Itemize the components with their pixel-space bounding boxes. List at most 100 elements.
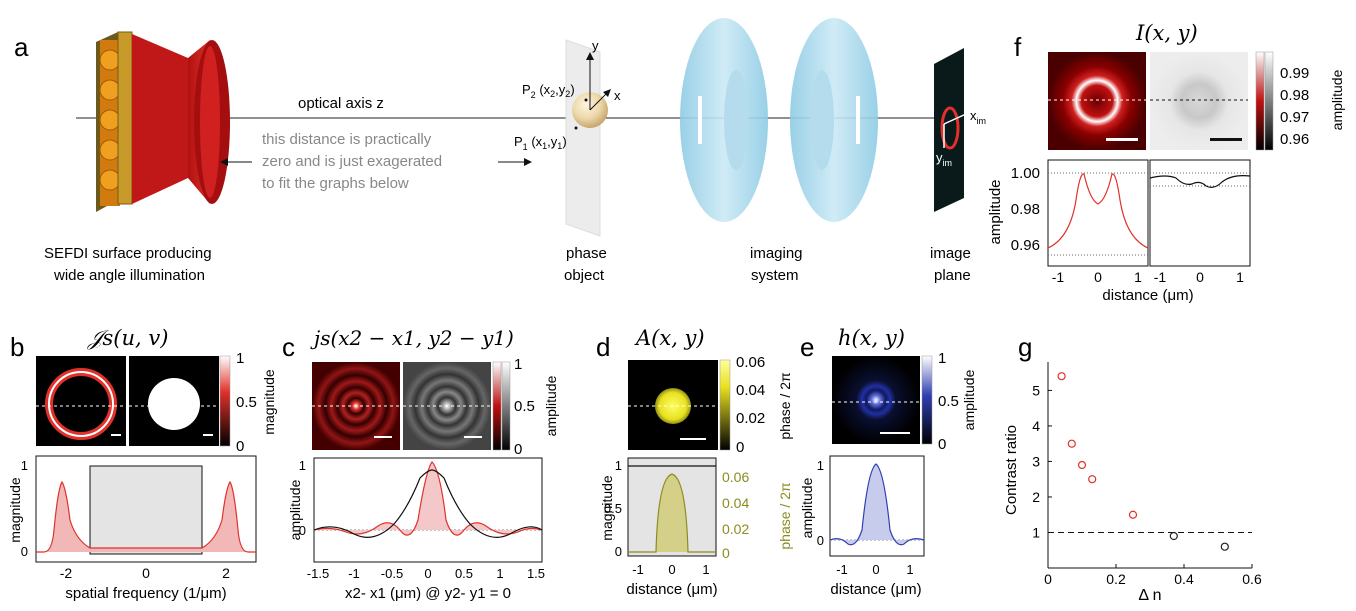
panel-e: e h(x, y) 1 0.5 0 amplitude amplitude 1 … bbox=[799, 326, 977, 598]
panel-f: f I(x, y) 0.99 0.98 0.97 0.96 amplitude … bbox=[987, 21, 1345, 304]
phase-object bbox=[565, 39, 611, 237]
contrast-ratio-scatter: 0 0.2 0.4 0.6 1 2 3 4 5 bbox=[1032, 362, 1262, 587]
d-rtick: 0.02 bbox=[722, 521, 749, 537]
d-cb-tick: 0.04 bbox=[736, 382, 765, 399]
b-colorbar bbox=[219, 355, 231, 447]
d-ytick: 0 bbox=[615, 544, 622, 559]
d-cb-tick: 0 bbox=[736, 439, 744, 456]
imaging-system-label-1: imaging bbox=[750, 245, 803, 262]
b-xtick: 2 bbox=[222, 565, 230, 581]
b-cb-label: magnitude bbox=[261, 369, 277, 435]
axis-x-label: x bbox=[614, 88, 621, 103]
image-plane bbox=[934, 48, 967, 212]
f-xtick: 1 bbox=[1134, 269, 1142, 285]
d-rtick: 0 bbox=[722, 545, 730, 561]
note-line-1: this distance is practically bbox=[262, 131, 432, 148]
c-xtick: -0.5 bbox=[381, 566, 403, 581]
f-cb-tick: 0.96 bbox=[1280, 131, 1309, 148]
c-black-curve bbox=[313, 469, 543, 538]
g-ytick-label: 5 bbox=[1032, 382, 1040, 398]
imaging-system-label-2: system bbox=[751, 267, 799, 284]
b-cb-tick: 0 bbox=[236, 438, 244, 455]
g-xlabel: Δ n bbox=[1138, 587, 1161, 604]
f-cb-tick: 0.98 bbox=[1280, 87, 1309, 104]
f-ytick: 1.00 bbox=[1011, 165, 1040, 182]
g-data-point bbox=[1128, 510, 1138, 519]
g-ylabel: Contrast ratio bbox=[1003, 425, 1020, 515]
e-xtick: 1 bbox=[906, 562, 913, 577]
g-xtick-label: 0.4 bbox=[1174, 571, 1194, 587]
b-xtick: 0 bbox=[142, 565, 150, 581]
panel-letter: c bbox=[282, 332, 295, 362]
g-xtick-label: 0 bbox=[1044, 571, 1052, 587]
d-cb-tick: 0.02 bbox=[736, 410, 765, 427]
b-ytick: 1 bbox=[21, 458, 28, 473]
c-xtick: -1.5 bbox=[307, 566, 329, 581]
d-rtick: 0.06 bbox=[722, 469, 749, 485]
g-xtick-label: 0.6 bbox=[1242, 571, 1262, 587]
g-xtick-label: 0.2 bbox=[1106, 571, 1126, 587]
f-ytick: 0.96 bbox=[1011, 237, 1040, 254]
panel-b: b 𝒥s(u, v) 1 0.5 0 magnitude magnitude 1… bbox=[7, 326, 277, 602]
phase-object-label-1: phase bbox=[566, 245, 607, 262]
e-cb-label: amplitude bbox=[961, 369, 977, 430]
c-scalebar-2 bbox=[464, 436, 482, 438]
b-ylabel: magnitude bbox=[7, 477, 23, 543]
f-ytick: 0.98 bbox=[1011, 201, 1040, 218]
e-cb-tick: 0.5 bbox=[938, 393, 959, 410]
panel-b-title: 𝒥s(u, v) bbox=[87, 326, 168, 350]
b-scalebar-2 bbox=[203, 434, 213, 436]
g-data-point bbox=[1077, 460, 1087, 470]
d-xtick: -1 bbox=[632, 562, 644, 577]
c-ytick: 1 bbox=[299, 458, 306, 473]
d-xtick: 1 bbox=[702, 562, 709, 577]
sefdi-label-2: wide angle illumination bbox=[53, 267, 205, 284]
panel-letter: g bbox=[1018, 332, 1032, 362]
f-xtick: 0 bbox=[1196, 269, 1204, 285]
panel-d: d A(x, y) 0.06 0.04 0.02 0 phase / 2π ma… bbox=[596, 326, 793, 598]
d-right-label: phase / 2π bbox=[777, 482, 793, 550]
e-scalebar bbox=[880, 432, 910, 434]
yim-label: yim bbox=[936, 150, 952, 168]
e-xlabel: distance (μm) bbox=[830, 581, 921, 598]
d-phase-curve bbox=[628, 473, 716, 553]
d-cb-label: phase / 2π bbox=[777, 372, 793, 440]
f-cb-tick: 0.99 bbox=[1280, 65, 1309, 82]
e-ytick: 1 bbox=[817, 458, 824, 473]
f-xtick: -1 bbox=[1154, 269, 1167, 285]
panel-letter: b bbox=[10, 332, 24, 362]
f-plot-left bbox=[1047, 159, 1149, 267]
d-xlabel: distance (μm) bbox=[626, 581, 717, 598]
f-image-red bbox=[1048, 52, 1146, 150]
panel-c: c js(x2 − x1, y2 − y1) 1 0.5 0 amplitude… bbox=[282, 326, 559, 602]
b-disk bbox=[148, 378, 200, 430]
d-ylabel: magnitude bbox=[599, 475, 615, 541]
c-xlabel: x2- x1 (μm) @ y2- y1 = 0 bbox=[345, 585, 511, 602]
g-data-point bbox=[1057, 372, 1066, 381]
f-colorbar-gray bbox=[1264, 51, 1274, 151]
f-xlabel: distance (μm) bbox=[1102, 287, 1193, 304]
g-ytick-label: 1 bbox=[1032, 524, 1040, 540]
image-plane-label-1: image bbox=[930, 245, 971, 262]
panel-g: g 0 0.2 0.4 0.6 1 2 3 4 5 Contrast ratio Δ n bbox=[1003, 332, 1262, 604]
g-data-point bbox=[1169, 531, 1178, 541]
b-ytick: 0 bbox=[21, 544, 28, 559]
axis-y-label: y bbox=[592, 38, 599, 53]
f-cb-label: amplitude bbox=[1329, 69, 1345, 130]
e-ytick: 0 bbox=[817, 533, 824, 548]
note-arrow-right bbox=[498, 158, 532, 166]
image-plane-label-2: plane bbox=[934, 267, 971, 284]
note-line-3: to fit the graphs below bbox=[262, 175, 409, 192]
panel-c-title: js(x2 − x1, y2 − y1) bbox=[310, 326, 514, 350]
optical-axis-label: optical axis z bbox=[298, 95, 384, 112]
c-colorbar-gray bbox=[501, 361, 511, 451]
c-ytick: 0 bbox=[299, 523, 306, 538]
f-plot-right bbox=[1149, 159, 1251, 267]
c-xtick: 0.5 bbox=[455, 566, 473, 581]
panel-letter: d bbox=[596, 332, 610, 362]
e-xtick: -1 bbox=[836, 562, 848, 577]
d-ytick: 1 bbox=[615, 458, 622, 473]
f-image-gray bbox=[1150, 52, 1248, 150]
c-scalebar bbox=[374, 436, 392, 438]
b-cb-tick: 0.5 bbox=[236, 394, 257, 411]
